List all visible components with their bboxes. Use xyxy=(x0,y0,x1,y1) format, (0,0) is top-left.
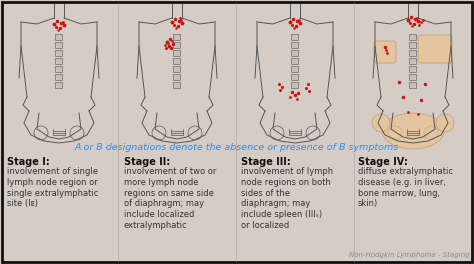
Bar xyxy=(410,58,417,64)
Circle shape xyxy=(372,114,390,132)
Bar xyxy=(173,82,181,87)
Text: involvement of single
lymph node region or
single extralymphatic
site (Iᴇ): involvement of single lymph node region … xyxy=(7,167,99,208)
Bar xyxy=(55,34,63,40)
Bar xyxy=(173,34,181,40)
Bar xyxy=(292,82,299,87)
Ellipse shape xyxy=(382,113,444,149)
Text: A or B designations denote the absence or presence of B symptoms: A or B designations denote the absence o… xyxy=(75,143,399,152)
FancyBboxPatch shape xyxy=(418,35,452,63)
Text: Stage I:: Stage I: xyxy=(7,157,50,167)
Bar xyxy=(292,66,299,72)
Text: Non-Hodgkin Lymphoma - Staging: Non-Hodgkin Lymphoma - Staging xyxy=(349,252,470,258)
Text: involvement of two or
more lymph node
regions on same side
of diaphragm; may
inc: involvement of two or more lymph node re… xyxy=(124,167,216,230)
Bar xyxy=(410,82,417,87)
Circle shape xyxy=(436,114,454,132)
Bar xyxy=(55,66,63,72)
Bar xyxy=(55,42,63,48)
Bar xyxy=(173,42,181,48)
Bar xyxy=(292,74,299,79)
Bar xyxy=(410,74,417,79)
Bar xyxy=(55,50,63,55)
Bar xyxy=(292,58,299,64)
Bar xyxy=(55,74,63,79)
Bar xyxy=(55,82,63,87)
Text: Stage II:: Stage II: xyxy=(124,157,170,167)
Bar xyxy=(173,74,181,79)
FancyBboxPatch shape xyxy=(374,41,396,63)
Bar xyxy=(410,42,417,48)
Bar xyxy=(173,58,181,64)
Bar xyxy=(173,66,181,72)
Bar xyxy=(55,58,63,64)
Bar xyxy=(410,34,417,40)
Bar xyxy=(173,50,181,55)
Bar xyxy=(292,50,299,55)
Bar xyxy=(410,50,417,55)
Bar xyxy=(292,42,299,48)
Text: diffuse extralymphatic
disease (e.g. in liver,
bone marrow, lung,
skin): diffuse extralymphatic disease (e.g. in … xyxy=(358,167,453,208)
Text: Stage III:: Stage III: xyxy=(241,157,291,167)
Bar xyxy=(410,66,417,72)
Bar xyxy=(292,34,299,40)
Text: involvement of lymph
node regions on both
sides of the
diaphragm; may
include sp: involvement of lymph node regions on bot… xyxy=(241,167,333,230)
Text: Stage IV:: Stage IV: xyxy=(358,157,408,167)
